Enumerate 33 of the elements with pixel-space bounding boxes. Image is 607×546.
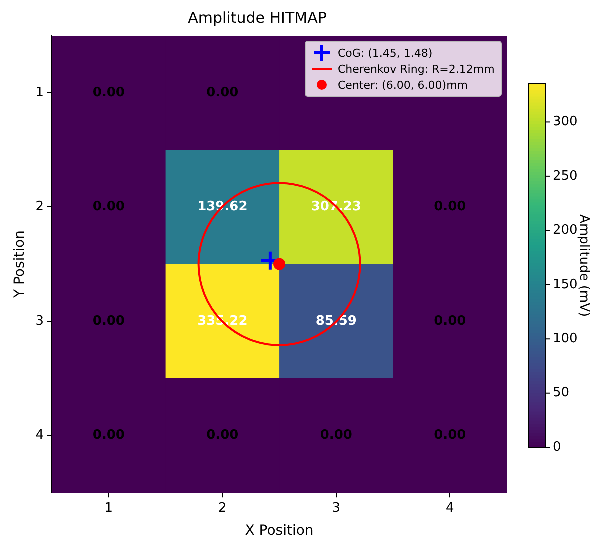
data-label: 0.00: [92, 314, 125, 329]
data-label: 0.00: [206, 428, 239, 443]
data-label: 0.00: [434, 428, 466, 443]
y-tick-label: 1: [36, 85, 44, 100]
y-tick-label: 2: [36, 200, 44, 215]
annotation: CoG: (1.45, 1.48): [338, 46, 433, 60]
data-label: 0.00: [92, 200, 125, 215]
x-tick-label: 2: [218, 500, 227, 516]
data-label: 0.00: [434, 314, 466, 329]
data-label: 0.00: [92, 428, 125, 443]
data-label: 0.00: [320, 428, 352, 443]
y-tick-label: 4: [36, 428, 44, 443]
x-tick-label: 4: [446, 500, 454, 516]
x-axis-title: X Position: [245, 523, 314, 540]
x-tick-label: 3: [332, 500, 341, 516]
data-label: 0.00: [434, 200, 466, 215]
data-label: 0.00: [92, 85, 125, 100]
x-tick-label: 1: [104, 500, 114, 516]
key-panel: CoG: (1.45, 1.48) Cherenkov Ring: R=2.12mm Center: (6.00, 6.00)mm: [305, 41, 502, 97]
annotation: Center: (6.00, 6.00)mm: [338, 78, 468, 92]
color-bar-label: 250: [553, 168, 578, 184]
color-bar-label: 300: [553, 114, 578, 130]
data-label: 0.00: [206, 85, 239, 100]
annotation: Cherenkov Ring: R=2.12mm: [338, 62, 495, 76]
color-bar-label: 50: [553, 386, 570, 401]
color-bar-label: 100: [553, 332, 578, 347]
chart-title: Amplitude HITMAP: [188, 8, 327, 27]
color-bar-title: Amplitude (mV): [576, 214, 592, 318]
color-bar-label: 0: [553, 440, 562, 455]
y-tick-label: 3: [36, 314, 44, 329]
color-bar-label: 150: [553, 277, 578, 292]
color-bar-label: 200: [553, 223, 578, 238]
y-axis-title: Y Position: [12, 230, 28, 300]
